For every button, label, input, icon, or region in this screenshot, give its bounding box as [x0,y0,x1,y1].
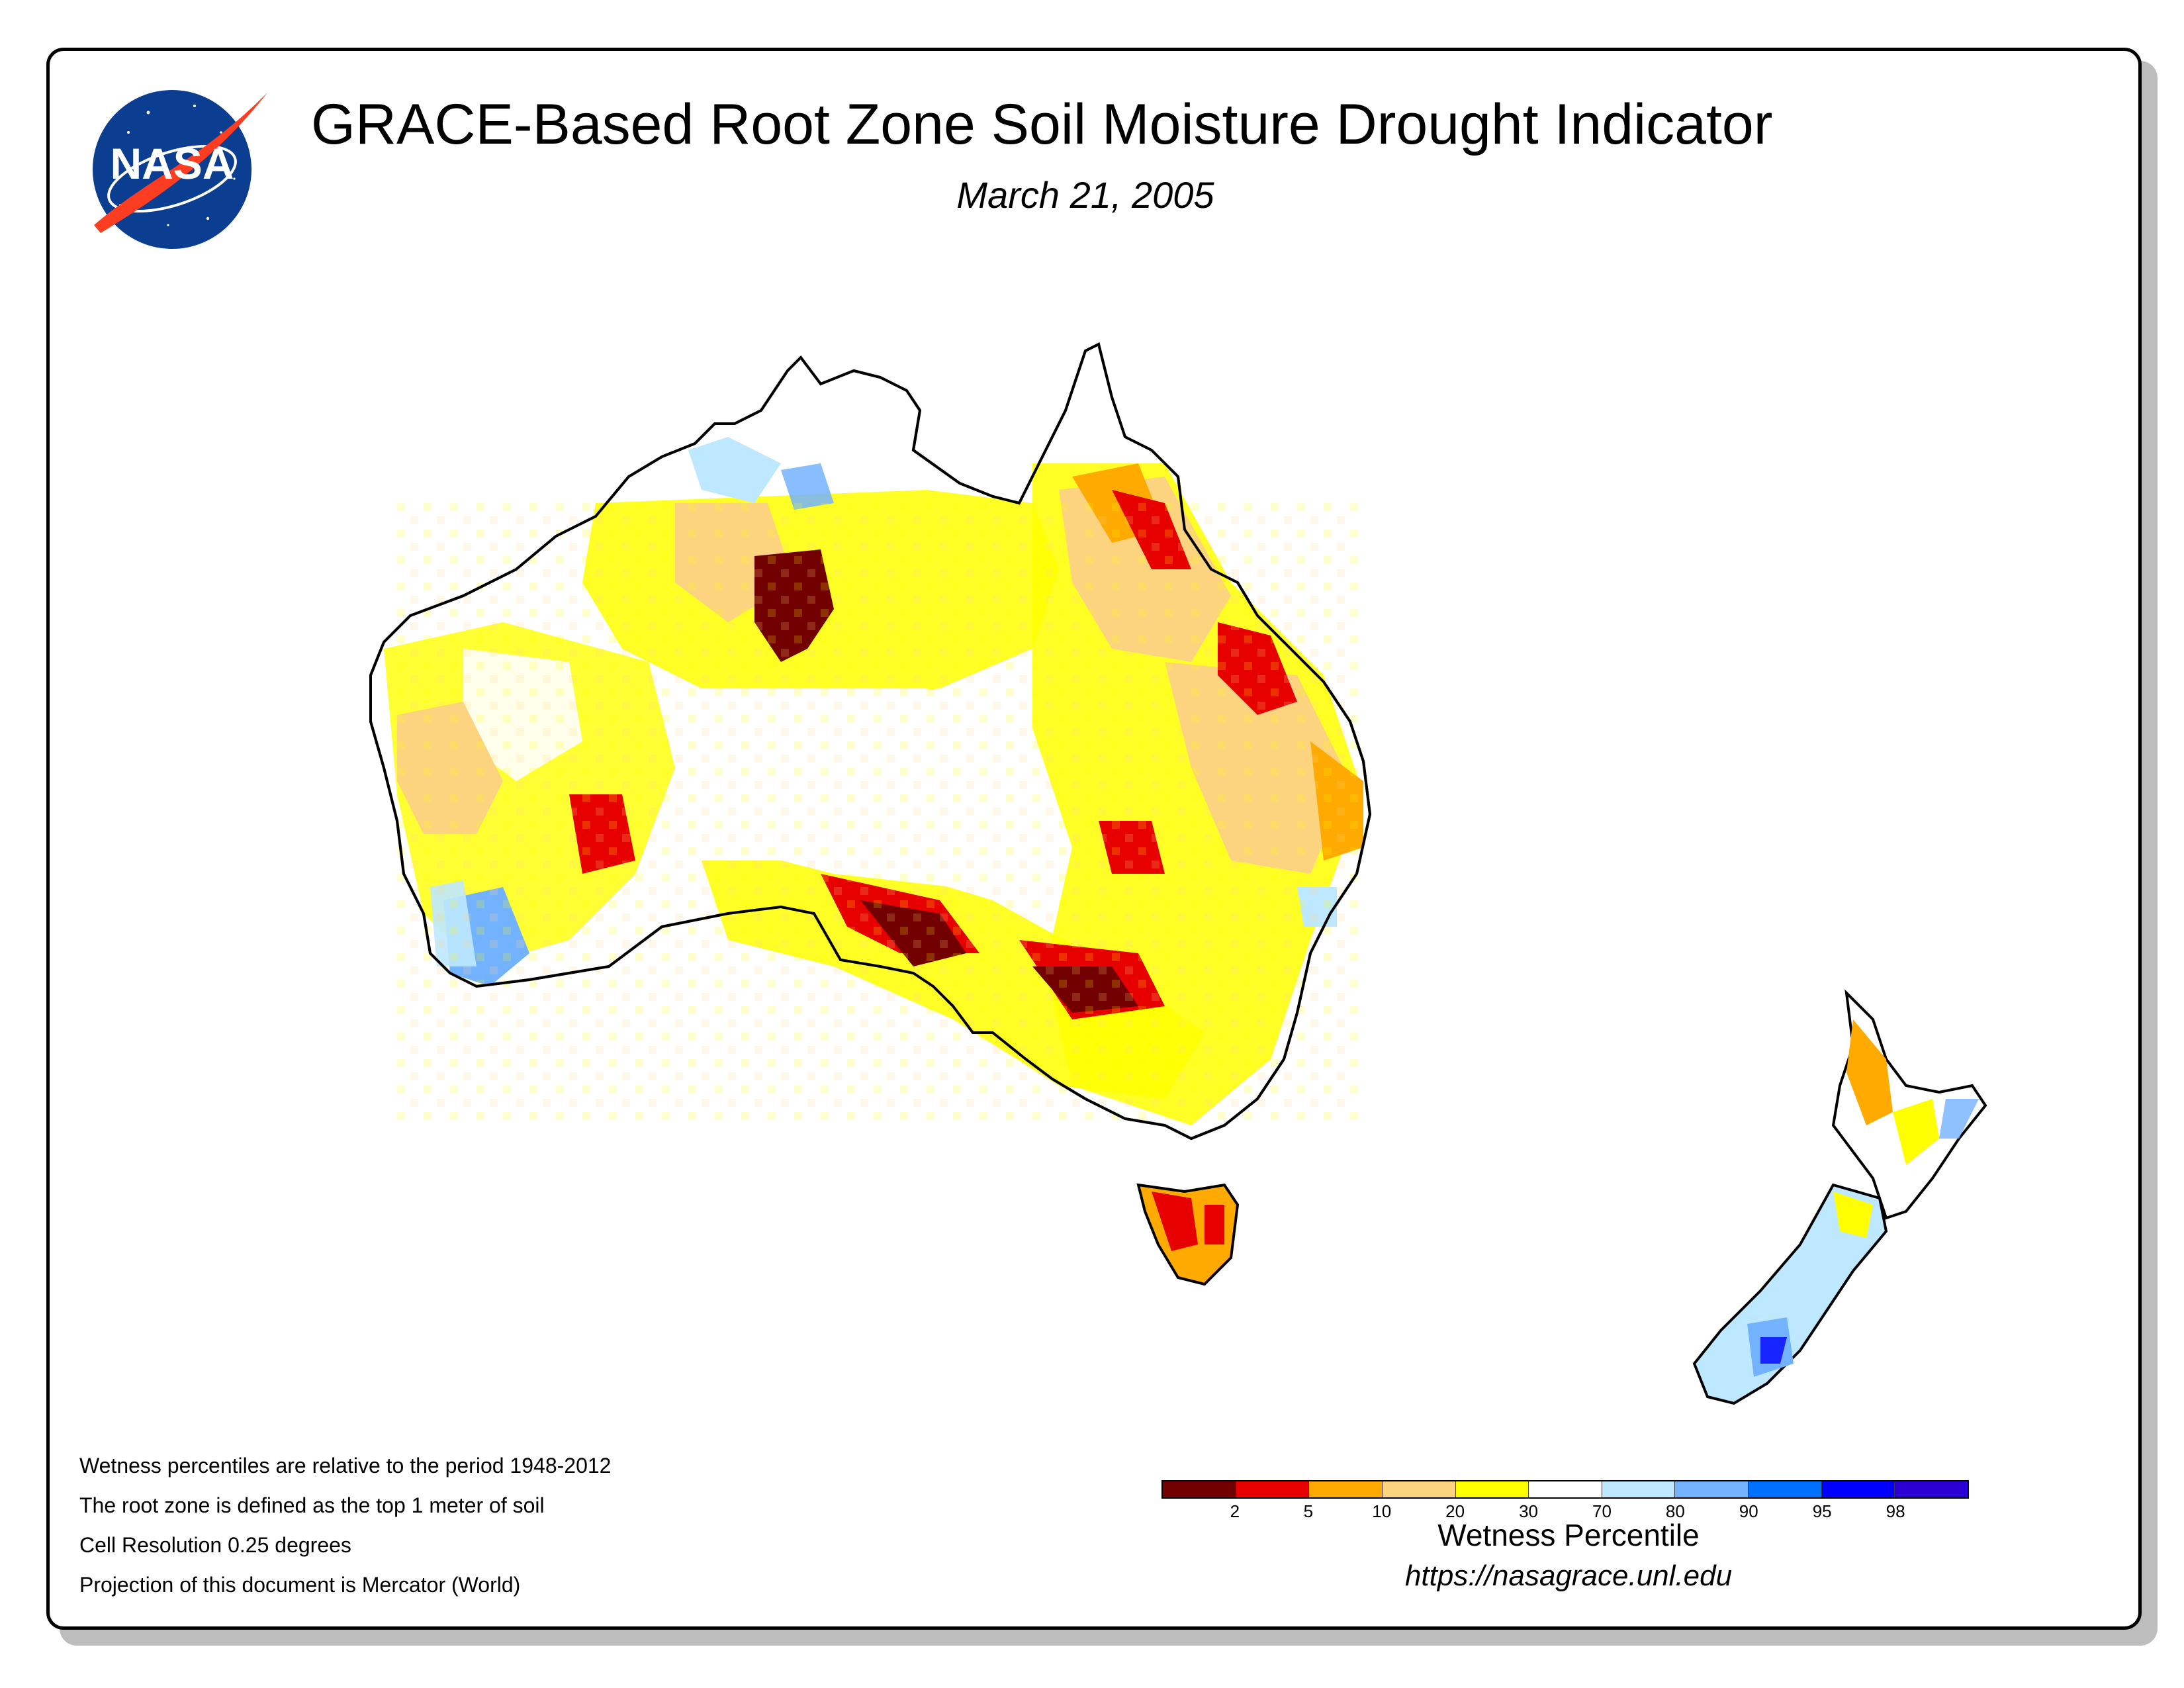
legend-swatch [1455,1481,1529,1497]
legend-tick-label: 95 [1812,1501,1832,1521]
legend-swatch [1748,1481,1821,1497]
legend-ticks: 2 5 10 20 30 70 80 90 95 98 [1161,1499,1969,1521]
legend-swatch [1308,1481,1382,1497]
legend-tick-label: 98 [1886,1501,1905,1521]
note-period: Wetness percentiles are relative to the … [79,1454,612,1477]
nasa-logo-text: NASA [110,139,234,188]
legend-swatch [1821,1481,1895,1497]
note-projection: Projection of this document is Mercator … [79,1573,521,1597]
legend-swatch [1235,1481,1309,1497]
note-resolution: Cell Resolution 0.25 degrees [79,1533,351,1557]
legend-tick-label: 90 [1739,1501,1758,1521]
legend-swatch [1894,1481,1968,1497]
zone-blue-north [781,463,834,510]
legend-swatch [1163,1481,1236,1497]
note-root-zone: The root zone is defined as the top 1 me… [79,1493,545,1517]
legend: 2 5 10 20 30 70 80 90 95 98 [1161,1480,1969,1521]
legend-tick-label: 80 [1665,1501,1685,1521]
source-url[interactable]: https://nasagrace.unl.edu [1404,1560,1733,1592]
map-date: March 21, 2005 [956,174,1214,216]
legend-swatch [1601,1481,1675,1497]
legend-swatch [1381,1481,1455,1497]
legend-tick-label: 30 [1519,1501,1538,1521]
page-title: GRACE-Based Root Zone Soil Moisture Drou… [311,93,1773,156]
zone-lightblue-north [688,437,781,503]
texture-overlay [397,503,1363,1125]
legend-tick-label: 20 [1445,1501,1465,1521]
legend-tick-label: 70 [1592,1501,1612,1521]
legend-tick-label: 2 [1230,1501,1240,1521]
nasa-logo: NASA [93,90,267,249]
nz-south-island [1692,1183,1888,1405]
legend-color-bar [1161,1480,1969,1499]
legend-swatch [1674,1481,1749,1497]
legend-tick-label: 10 [1372,1501,1392,1521]
legend-title: Wetness Percentile [1437,1518,1700,1552]
australia-outline [369,342,1372,1141]
notes: Wetness percentiles are relative to the … [79,1446,611,1605]
legend-tick-label: 5 [1303,1501,1314,1521]
legend-swatch [1528,1481,1602,1497]
